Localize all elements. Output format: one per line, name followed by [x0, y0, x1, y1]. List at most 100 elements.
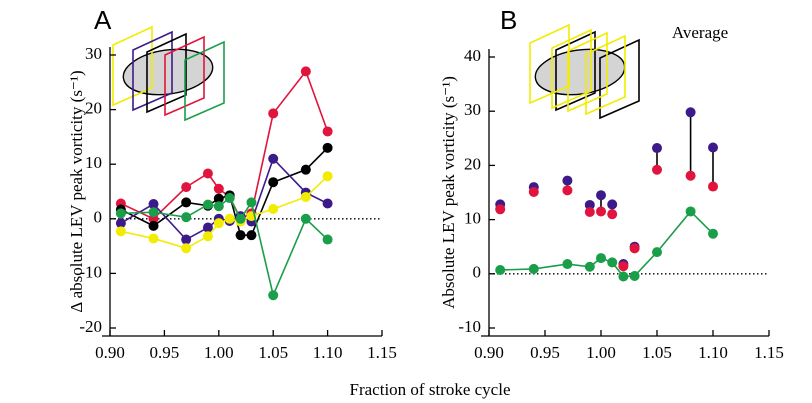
- point: [115, 226, 126, 237]
- x-tick-label: 1.00: [586, 343, 616, 362]
- panel-letter: A: [94, 5, 112, 35]
- point: [562, 185, 573, 196]
- point: [685, 107, 696, 118]
- y-tick-label: 0: [473, 263, 482, 282]
- point: [528, 186, 539, 197]
- point: [596, 190, 606, 201]
- point: [629, 270, 640, 281]
- y-axis-label: Absolute LEV peak vorticity (s⁻¹): [439, 76, 458, 309]
- x-tick-label: 1.05: [642, 343, 672, 362]
- y-tick-label: 20: [85, 99, 102, 118]
- point: [708, 228, 718, 239]
- point: [181, 182, 192, 193]
- x-tick-label: 1.15: [754, 343, 784, 362]
- y-tick-label: 30: [85, 44, 102, 63]
- point: [495, 265, 506, 276]
- point: [322, 142, 333, 153]
- point: [224, 213, 235, 224]
- x-tick-label: 0.95: [530, 343, 560, 362]
- point: [685, 170, 696, 181]
- point: [300, 213, 311, 224]
- point: [584, 261, 595, 272]
- wing-inset-a: [112, 25, 225, 122]
- wing-inset-b: [529, 23, 640, 120]
- point: [115, 208, 126, 219]
- y-tick-label: 20: [464, 154, 481, 173]
- point: [708, 142, 718, 153]
- annotation: Average: [672, 23, 728, 42]
- y-axis-label: Δ absolute LEV peak vorticity (s⁻¹): [67, 70, 86, 312]
- point: [148, 207, 159, 218]
- point: [181, 243, 192, 254]
- y-tick-label: 10: [464, 209, 481, 228]
- point: [268, 290, 279, 301]
- x-tick-label: 1.00: [204, 343, 234, 362]
- point: [115, 218, 126, 229]
- point: [181, 212, 192, 223]
- point: [495, 204, 506, 215]
- point: [268, 177, 279, 188]
- x-tick-label: 1.15: [367, 343, 397, 362]
- y-tick-label: 40: [464, 46, 481, 65]
- point: [322, 171, 333, 182]
- point: [652, 143, 662, 154]
- point: [224, 193, 235, 204]
- y-tick-label: 30: [464, 100, 481, 119]
- y-tick-label: -20: [79, 317, 102, 336]
- point: [300, 191, 311, 202]
- point: [148, 199, 159, 210]
- point: [235, 230, 246, 241]
- point: [685, 206, 696, 217]
- x-tick-label: 0.90: [95, 343, 125, 362]
- point: [213, 183, 224, 194]
- point: [148, 220, 159, 231]
- point: [618, 271, 629, 282]
- point: [213, 218, 224, 229]
- point: [202, 222, 213, 233]
- point: [235, 213, 246, 224]
- point: [652, 164, 662, 175]
- point: [322, 234, 333, 245]
- point: [213, 193, 224, 204]
- point: [202, 199, 213, 210]
- point: [528, 263, 539, 274]
- point: [202, 168, 213, 179]
- point: [181, 234, 192, 245]
- point: [562, 259, 573, 270]
- y-tick-label: -10: [79, 262, 102, 281]
- x-tick-label: 1.05: [258, 343, 288, 362]
- y-tick-label: 0: [94, 208, 103, 227]
- point: [322, 198, 333, 209]
- point: [246, 230, 257, 241]
- point: [213, 201, 224, 212]
- panel-letter: B: [500, 5, 517, 35]
- point: [607, 257, 618, 268]
- point: [584, 199, 595, 210]
- point: [322, 126, 333, 137]
- y-tick-label: 10: [85, 153, 102, 172]
- x-tick-label: 0.95: [150, 343, 180, 362]
- point: [618, 261, 629, 272]
- point: [148, 233, 159, 244]
- point: [596, 206, 606, 217]
- point: [246, 197, 257, 208]
- point: [652, 247, 662, 258]
- x-tick-label: 1.10: [698, 343, 728, 362]
- point: [268, 203, 279, 214]
- point: [629, 243, 640, 254]
- point: [300, 66, 311, 77]
- point: [607, 199, 618, 210]
- point: [202, 231, 213, 242]
- point: [596, 253, 606, 264]
- point: [268, 153, 279, 164]
- x-axis-label: Fraction of stroke cycle: [350, 380, 511, 399]
- point: [268, 108, 279, 119]
- x-tick-label: 1.10: [313, 343, 343, 362]
- point: [584, 207, 595, 218]
- point: [708, 181, 718, 192]
- y-tick-label: -10: [458, 317, 481, 336]
- point: [181, 197, 192, 208]
- x-tick-label: 0.90: [474, 343, 504, 362]
- point: [300, 164, 311, 175]
